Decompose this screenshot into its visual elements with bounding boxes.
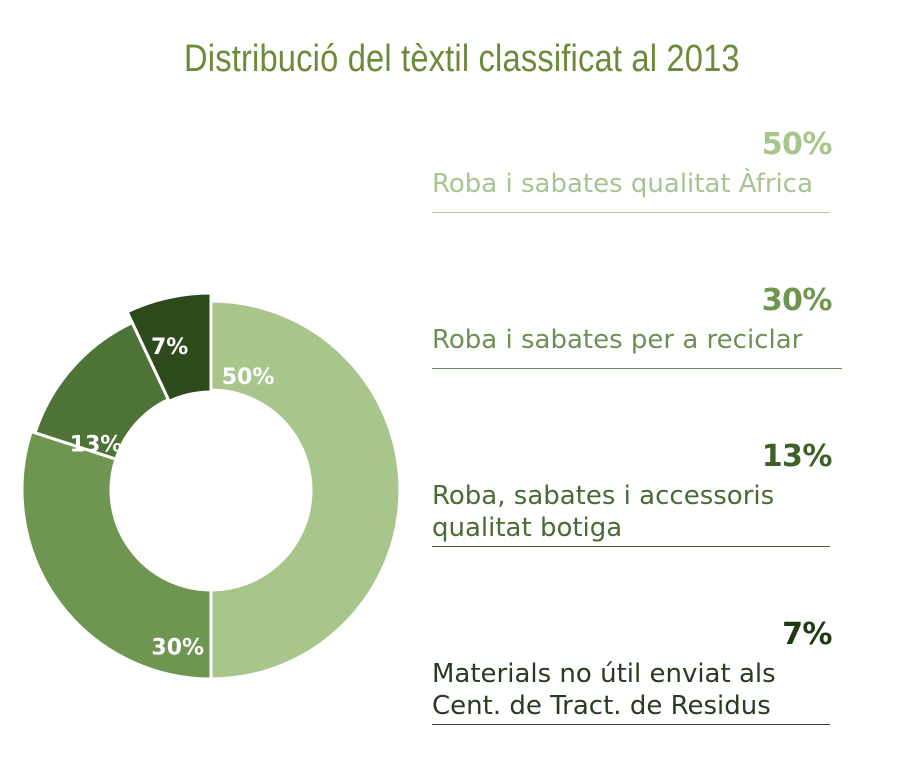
chart-title: Distribució del tèxtil classificat al 20… — [184, 38, 740, 80]
donut-slice — [209, 299, 402, 681]
legend-divider — [432, 546, 830, 547]
legend-divider — [432, 212, 830, 213]
slice-label: 13% — [70, 433, 123, 458]
slice-label: 50% — [222, 365, 275, 390]
legend-item-residus: 7% Materials no útil enviat als Cent. de… — [432, 617, 833, 725]
legend-label: Roba i sabates per a reciclar — [432, 325, 803, 355]
donut-chart: 50% 30% 13% 7% — [20, 291, 402, 681]
donut-slice — [125, 291, 213, 404]
legend-label: Materials no útil enviat als Cent. de Tr… — [432, 659, 776, 721]
legend-label: Roba, sabates i accessoris qualitat boti… — [432, 481, 775, 543]
legend-item-botiga: 13% Roba, sabates i accessoris qualitat … — [432, 439, 833, 547]
legend-item-reciclar: 30% Roba i sabates per a reciclar — [432, 283, 842, 369]
donut-slice — [20, 429, 213, 681]
legend-percent: 30% — [761, 283, 833, 318]
legend-divider — [432, 724, 830, 725]
legend-percent: 50% — [761, 127, 833, 162]
legend-label: Roba i sabates qualitat Àfrica — [432, 169, 814, 199]
slice-label: 30% — [151, 636, 204, 661]
slice-label: 7% — [151, 335, 188, 360]
legend-percent: 7% — [782, 617, 832, 652]
legend-divider — [432, 368, 842, 369]
legend-item-africa: 50% Roba i sabates qualitat Àfrica — [432, 127, 833, 213]
legend-percent: 13% — [761, 439, 833, 474]
